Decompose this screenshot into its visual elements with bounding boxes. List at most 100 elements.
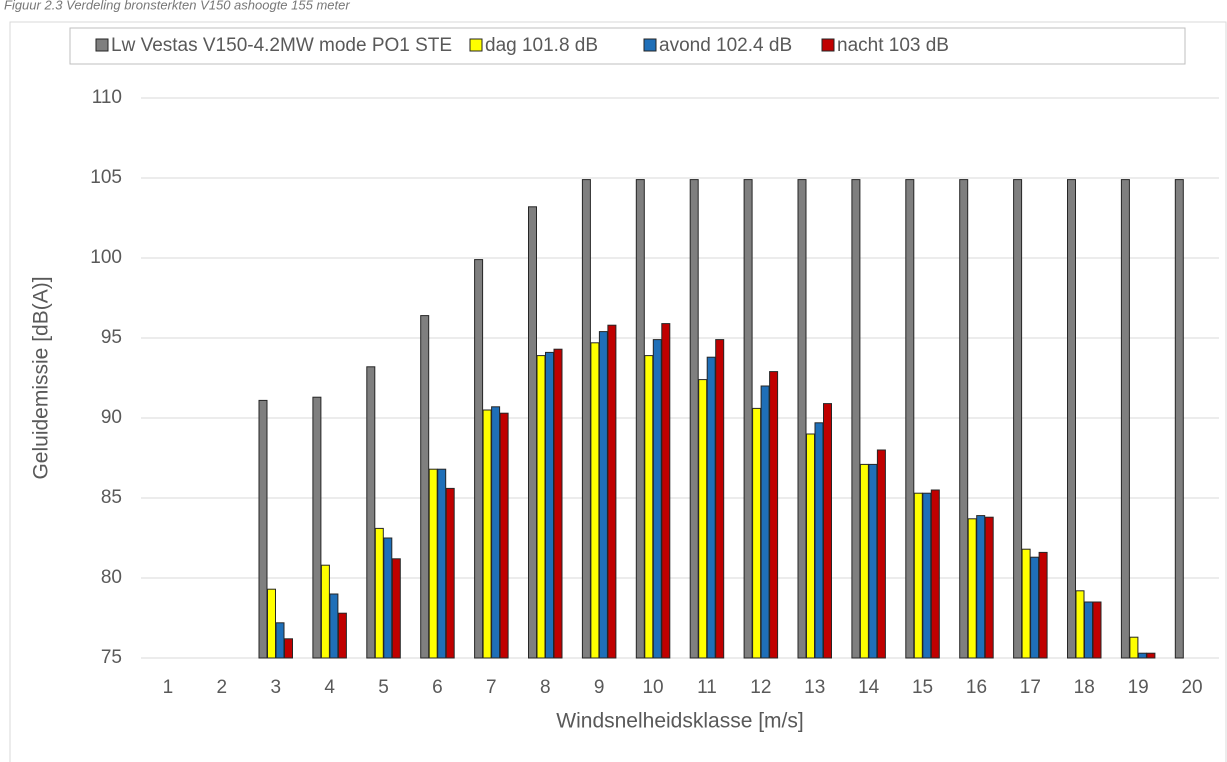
bar [984, 516, 994, 659]
bar [581, 179, 591, 659]
y-tick-label: 85 [101, 487, 122, 508]
x-tick-label: 16 [966, 677, 987, 698]
bar [814, 422, 824, 659]
bar [769, 371, 779, 659]
chart-frame [9, 21, 1227, 762]
bar [689, 179, 699, 659]
bar [661, 323, 671, 659]
x-tick-label: 13 [804, 677, 825, 698]
bar [797, 179, 807, 659]
bar [1137, 652, 1147, 659]
bar [1084, 601, 1093, 659]
bar [930, 489, 940, 659]
x-tick-label: 15 [912, 677, 933, 698]
x-tick-label: 14 [858, 677, 880, 698]
caption: Figuur 2.3 Verdeling bronsterkten V150 a… [4, 0, 350, 12]
y-tick-label: 80 [101, 567, 122, 588]
bar [743, 179, 753, 659]
legend-label: Lw Vestas V150-4.2MW mode PO1 STE [111, 35, 452, 56]
bar [383, 537, 393, 659]
legend-label: dag 101.8 dB [485, 35, 598, 56]
bar [374, 527, 384, 659]
bar [1174, 179, 1184, 659]
bar [922, 492, 932, 659]
bar [590, 342, 600, 659]
bar [607, 324, 617, 659]
x-axis-title: Windsnelheidsklasse [m/s] [556, 710, 803, 733]
x-tick-label: 1 [163, 677, 174, 698]
legend-label: avond 102.4 dB [659, 35, 792, 56]
bar [652, 339, 662, 659]
y-axis-title: Geluidemissie [dB(A)] [30, 276, 53, 479]
x-tick-label: 7 [486, 677, 497, 698]
y-tick-label: 100 [90, 247, 122, 268]
bar [706, 356, 716, 659]
bar [635, 179, 645, 659]
legend-swatch [643, 38, 657, 52]
bar [913, 492, 923, 659]
x-tick-label: 4 [324, 677, 335, 698]
bar [859, 463, 869, 659]
bar [1030, 556, 1040, 659]
bar [760, 385, 770, 659]
y-tick-label: 110 [92, 87, 122, 108]
legend-box [69, 27, 1186, 65]
bar [1120, 179, 1130, 659]
bar [823, 403, 832, 659]
bar [258, 399, 268, 659]
x-tick-label: 10 [642, 677, 663, 698]
bar [1129, 636, 1139, 659]
y-tick-label: 75 [101, 647, 122, 668]
x-tick-label: 17 [1020, 677, 1041, 698]
bar [312, 396, 322, 659]
bar [284, 638, 293, 659]
bar [715, 339, 725, 659]
bar [337, 612, 347, 659]
bar [474, 259, 484, 659]
bar [1038, 551, 1048, 659]
bar [491, 406, 501, 659]
x-tick-label: 3 [270, 677, 281, 698]
bar [1075, 590, 1085, 659]
bar [967, 518, 977, 659]
bar [553, 348, 563, 659]
x-tick-label: 12 [750, 677, 771, 698]
x-tick-label: 6 [432, 677, 443, 698]
x-tick-label: 2 [217, 677, 228, 698]
bar [752, 407, 762, 659]
bar [1013, 179, 1023, 659]
bar [976, 515, 986, 659]
legend-swatch [95, 38, 109, 52]
legend-swatch [469, 38, 483, 52]
y-tick-label: 105 [90, 167, 122, 188]
bar [391, 558, 401, 659]
bar [598, 331, 608, 659]
bar [1021, 548, 1031, 659]
bar [1092, 601, 1102, 659]
bar [959, 179, 969, 659]
legend-swatch [821, 38, 835, 52]
bar [1067, 179, 1076, 659]
bar [536, 355, 546, 659]
bar [445, 487, 455, 659]
legend-label: nacht 103 dB [837, 35, 949, 56]
bar [320, 564, 330, 659]
bar [851, 179, 861, 659]
bar [868, 463, 878, 659]
bar [275, 622, 285, 659]
bar [806, 433, 815, 659]
y-tick-label: 95 [101, 327, 122, 348]
bar [428, 468, 438, 659]
bar [528, 206, 537, 659]
x-tick-label: 11 [697, 677, 717, 698]
x-tick-label: 8 [540, 677, 551, 698]
bar [499, 412, 509, 659]
bar [905, 179, 915, 659]
x-tick-label: 19 [1128, 677, 1149, 698]
bar [420, 315, 430, 659]
x-tick-label: 18 [1074, 677, 1095, 698]
bar [366, 366, 376, 659]
bar [267, 588, 276, 659]
y-tick-label: 90 [101, 407, 122, 428]
